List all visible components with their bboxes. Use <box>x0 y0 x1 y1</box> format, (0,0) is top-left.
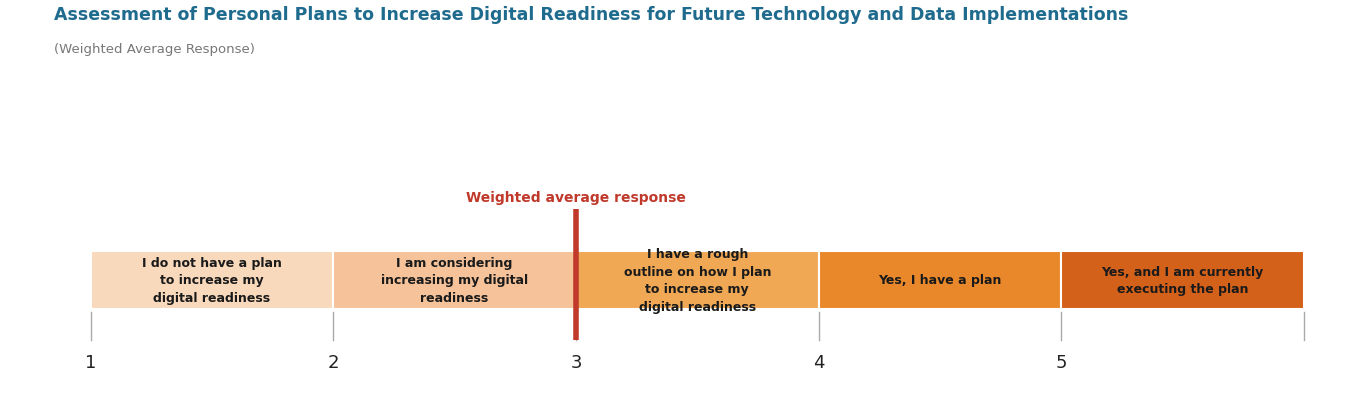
Bar <box>91 251 333 309</box>
Text: I have a rough
outline on how I plan
to increase my
digital readiness: I have a rough outline on how I plan to … <box>624 247 770 313</box>
Text: 1: 1 <box>85 353 96 371</box>
Bar <box>819 251 1062 309</box>
Text: 3: 3 <box>570 353 582 371</box>
Text: Assessment of Personal Plans to Increase Digital Readiness for Future Technology: Assessment of Personal Plans to Increase… <box>54 6 1128 24</box>
Text: 2: 2 <box>328 353 338 371</box>
Text: I do not have a plan
to increase my
digital readiness: I do not have a plan to increase my digi… <box>142 256 282 304</box>
Text: (Weighted Average Response): (Weighted Average Response) <box>54 43 255 55</box>
Text: I am considering
increasing my digital
readiness: I am considering increasing my digital r… <box>380 256 528 304</box>
Bar <box>1062 251 1304 309</box>
Text: 4: 4 <box>812 353 825 371</box>
Text: Yes, and I am currently
executing the plan: Yes, and I am currently executing the pl… <box>1102 265 1263 296</box>
Bar <box>575 251 819 309</box>
Text: 5: 5 <box>1056 353 1067 371</box>
Text: Yes, I have a plan: Yes, I have a plan <box>879 274 1002 287</box>
Bar <box>333 251 575 309</box>
Text: Weighted average response: Weighted average response <box>466 190 686 205</box>
